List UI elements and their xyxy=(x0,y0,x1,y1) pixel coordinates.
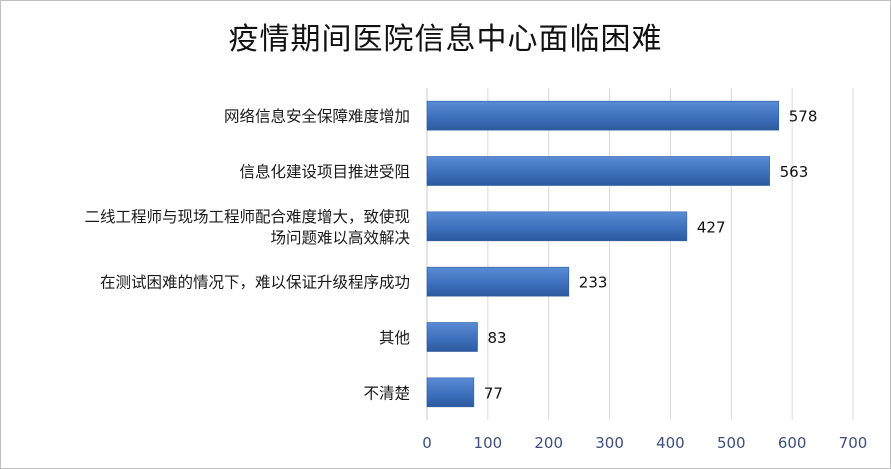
chart-title: 疫情期间医院信息中心面临困难 xyxy=(228,22,663,57)
category-label: 场问题难以高效解决 xyxy=(270,229,410,247)
category-label: 在测试困难的情况下，难以保证升级程序成功 xyxy=(100,274,410,292)
bar xyxy=(426,322,478,352)
data-label: 233 xyxy=(579,274,608,292)
bar xyxy=(426,377,475,408)
x-tick-label: 600 xyxy=(778,434,807,452)
bars xyxy=(426,100,780,408)
category-label: 信息化建设项目推进受阻 xyxy=(239,163,410,181)
bar xyxy=(426,100,780,131)
category-label: 二线工程师与现场工程师配合难度增大，致使现 xyxy=(84,208,410,226)
gridlines xyxy=(426,88,854,420)
x-tick-label: 0 xyxy=(422,434,432,452)
category-label: 网络信息安全保障难度增加 xyxy=(224,108,410,126)
x-axis-ticks: 0 100 200 300 400 500 600 700 xyxy=(422,434,867,452)
data-label: 83 xyxy=(488,329,507,347)
x-tick-label: 300 xyxy=(595,434,624,452)
x-tick-label: 200 xyxy=(534,434,563,452)
bar xyxy=(426,156,770,186)
x-tick-label: 700 xyxy=(839,434,868,452)
data-label: 563 xyxy=(780,163,809,181)
category-label: 不清楚 xyxy=(363,384,410,402)
category-label: 其他 xyxy=(379,329,410,347)
x-tick-label: 100 xyxy=(474,434,503,452)
x-tick-label: 500 xyxy=(717,434,746,452)
value-labels: 578 563 427 233 83 77 xyxy=(484,108,818,403)
data-label: 77 xyxy=(484,384,503,402)
bar xyxy=(426,211,688,242)
category-labels: 网络信息安全保障难度增加信息化建设项目推进受阻二线工程师与现场工程师配合难度增大… xyxy=(84,108,410,403)
x-tick-label: 400 xyxy=(656,434,685,452)
data-label: 578 xyxy=(789,108,818,126)
bar xyxy=(426,266,570,297)
data-label: 427 xyxy=(697,218,726,236)
